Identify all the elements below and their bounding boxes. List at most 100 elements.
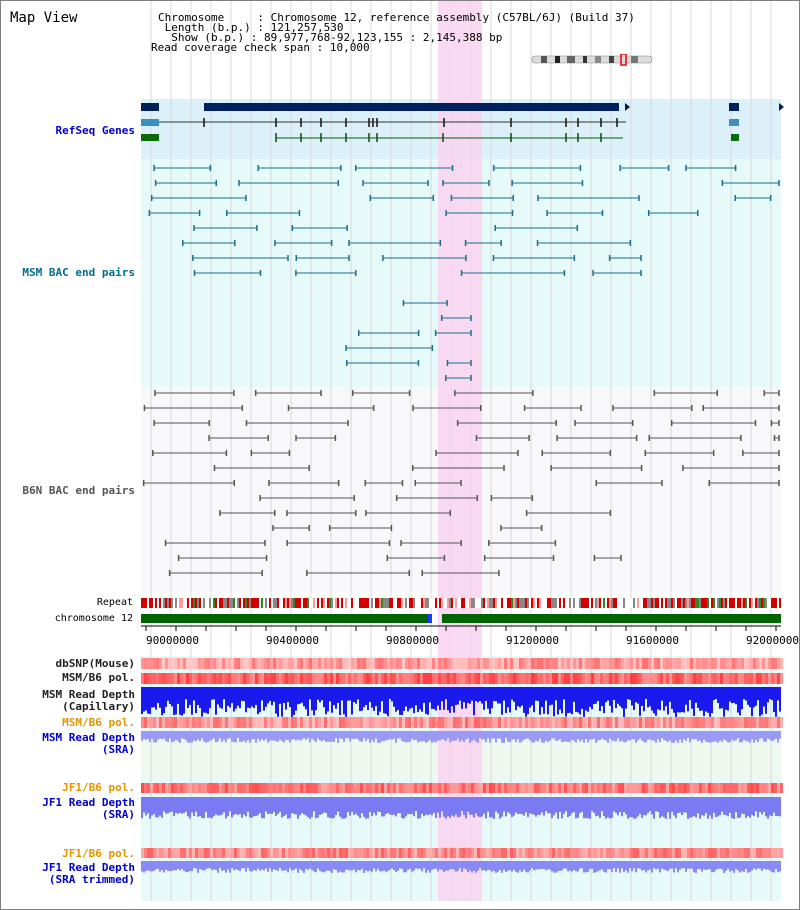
depth-bar bbox=[253, 797, 255, 817]
repeat-segment bbox=[573, 598, 575, 608]
repeat-segment bbox=[747, 598, 749, 608]
depth-bar bbox=[577, 731, 579, 740]
heat-cell bbox=[324, 848, 327, 858]
depth-bar bbox=[585, 687, 587, 711]
msm-b6-pol-sra-label[interactable]: MSM/B6 pol. bbox=[62, 716, 135, 729]
depth-bar bbox=[743, 731, 745, 741]
depth-bar bbox=[723, 797, 725, 815]
heat-cell bbox=[309, 717, 312, 728]
heat-cell bbox=[312, 783, 315, 793]
heat-cell bbox=[696, 717, 699, 728]
depth-bar bbox=[303, 731, 305, 739]
depth-bar bbox=[709, 797, 711, 816]
depth-bar bbox=[709, 861, 711, 870]
depth-bar bbox=[767, 731, 769, 739]
heat-cell bbox=[369, 658, 372, 669]
depth-bar bbox=[319, 731, 321, 741]
jf1-read-depth-sra-label[interactable]: JF1 Read Depth (SRA) bbox=[7, 797, 135, 821]
jf1-read-depth-trimmed-label[interactable]: JF1 Read Depth (SRA trimmed) bbox=[7, 862, 135, 886]
heat-cell bbox=[684, 717, 687, 728]
depth-bar bbox=[537, 797, 539, 815]
depth-bar bbox=[599, 687, 601, 711]
repeat-segment bbox=[259, 598, 261, 608]
heat-cell bbox=[315, 658, 318, 669]
depth-bar bbox=[397, 797, 399, 814]
refseq-genes-label[interactable]: RefSeq Genes bbox=[55, 124, 135, 137]
jf1-b6-pol-trimmed-label[interactable]: JF1/B6 pol. bbox=[62, 847, 135, 860]
depth-bar bbox=[609, 797, 611, 819]
depth-bar bbox=[717, 731, 719, 743]
jf1-b6-pol-label[interactable]: JF1/B6 pol. bbox=[62, 781, 135, 794]
heat-cell bbox=[285, 848, 288, 858]
msm-bac-end-pairs-label[interactable]: MSM BAC end pairs bbox=[22, 266, 135, 279]
depth-bar bbox=[729, 861, 731, 872]
repeat-segment bbox=[205, 598, 207, 608]
msm-b6-pol-label[interactable]: MSM/B6 pol. bbox=[62, 671, 135, 684]
depth-bar bbox=[147, 687, 149, 714]
depth-bar bbox=[467, 797, 469, 812]
repeat-segment bbox=[739, 598, 741, 608]
heat-cell bbox=[528, 848, 531, 858]
depth-bar bbox=[553, 731, 555, 739]
depth-bar bbox=[429, 731, 431, 740]
repeat-segment bbox=[157, 598, 159, 608]
heat-cell bbox=[660, 673, 663, 684]
depth-bar bbox=[461, 797, 463, 812]
heat-cell bbox=[582, 783, 585, 793]
depth-bar bbox=[659, 797, 661, 818]
heat-cell bbox=[702, 673, 705, 684]
depth-bar bbox=[717, 861, 719, 869]
depth-bar bbox=[697, 687, 699, 708]
depth-bar bbox=[371, 731, 373, 741]
heat-cell bbox=[339, 783, 342, 793]
heat-cell bbox=[546, 658, 549, 669]
depth-bar bbox=[255, 797, 257, 816]
heat-cell bbox=[612, 783, 615, 793]
depth-bar bbox=[187, 861, 189, 872]
heat-cell bbox=[645, 717, 648, 728]
repeat-segment bbox=[377, 598, 379, 608]
b6n-bac-end-pairs-label[interactable]: B6N BAC end pairs bbox=[22, 484, 135, 497]
depth-bar bbox=[233, 731, 235, 742]
repeat-segment bbox=[639, 598, 641, 608]
depth-bar bbox=[167, 797, 169, 814]
depth-bar bbox=[355, 731, 357, 739]
heat-cell bbox=[204, 673, 207, 684]
depth-bar bbox=[429, 687, 431, 703]
depth-bar bbox=[659, 731, 661, 743]
depth-bar bbox=[711, 861, 713, 873]
depth-bar bbox=[195, 861, 197, 869]
depth-bar bbox=[433, 861, 435, 869]
heat-cell bbox=[435, 658, 438, 669]
depth-bar bbox=[415, 687, 417, 706]
heat-cell bbox=[168, 717, 171, 728]
repeat-segment bbox=[671, 598, 673, 608]
heat-cell bbox=[723, 673, 726, 684]
heat-cell bbox=[657, 848, 660, 858]
heat-cell bbox=[336, 783, 339, 793]
depth-bar bbox=[455, 797, 457, 815]
heat-cell bbox=[438, 848, 441, 858]
heat-cell bbox=[381, 673, 384, 684]
heat-cell bbox=[519, 717, 522, 728]
heat-cell bbox=[597, 658, 600, 669]
msm-read-depth-capillary-label[interactable]: MSM Read Depth (Capillary) bbox=[7, 689, 135, 713]
repeat-segment bbox=[295, 598, 297, 608]
chromosome-ideogram[interactable] bbox=[531, 54, 655, 66]
depth-bar bbox=[387, 731, 389, 740]
depth-bar bbox=[143, 861, 145, 873]
depth-bar bbox=[757, 861, 759, 869]
depth-bar bbox=[493, 731, 495, 739]
depth-bar bbox=[295, 687, 297, 711]
heat-cell bbox=[183, 658, 186, 669]
repeat-segment bbox=[519, 598, 521, 608]
heat-cell bbox=[720, 848, 723, 858]
dbsnp-label[interactable]: dbSNP(Mouse) bbox=[55, 657, 135, 670]
depth-bar bbox=[715, 687, 717, 700]
depth-bar bbox=[711, 687, 713, 714]
heat-cell bbox=[591, 658, 594, 669]
msm-read-depth-sra-label[interactable]: MSM Read Depth (SRA) bbox=[7, 732, 135, 756]
depth-bar bbox=[291, 687, 293, 717]
heat-cell bbox=[612, 717, 615, 728]
